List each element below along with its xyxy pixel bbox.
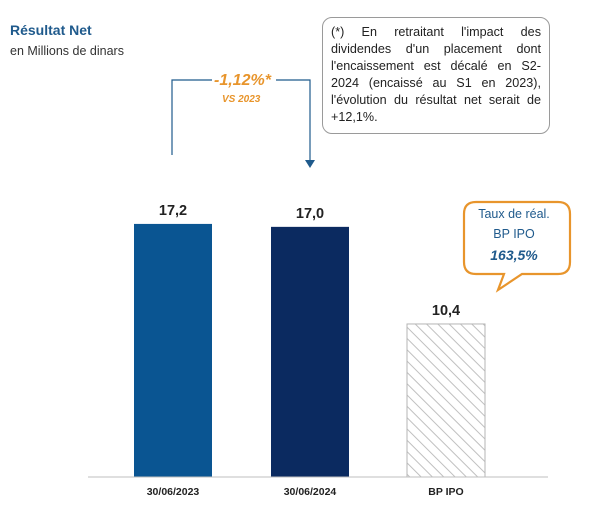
evolution-arrow-head — [305, 160, 315, 168]
callout-bubble — [462, 200, 572, 293]
chart-title: Résultat Net — [10, 22, 92, 38]
bar-value-label-3: 10,4 — [432, 303, 460, 319]
evolution-reference: VS 2023 — [222, 94, 261, 105]
callout-value: 163,5% — [490, 247, 538, 263]
x-tick-label-3: BP IPO — [428, 486, 463, 498]
x-tick-label-1: 30/06/2023 — [147, 486, 200, 498]
chart-subtitle: en Millions de dinars — [10, 44, 124, 58]
bar-2 — [271, 226, 349, 477]
bar-value-label-2: 17,0 — [296, 206, 324, 222]
evolution-connector — [171, 79, 311, 160]
callout-label-line1: Taux de réal. — [478, 207, 550, 221]
callout-box: Taux de réal. BP IPO 163,5% — [466, 204, 562, 266]
bar-value-label-1: 17,2 — [159, 203, 187, 219]
evolution-percentage: -1,12%* — [214, 72, 271, 89]
bar-1 — [134, 223, 212, 477]
callout-label-line2: BP IPO — [493, 227, 535, 241]
bar-3 — [406, 323, 486, 478]
x-tick-label-2: 30/06/2024 — [284, 486, 337, 498]
footnote-box: (*) En retraitant l'impact des dividende… — [322, 17, 550, 134]
